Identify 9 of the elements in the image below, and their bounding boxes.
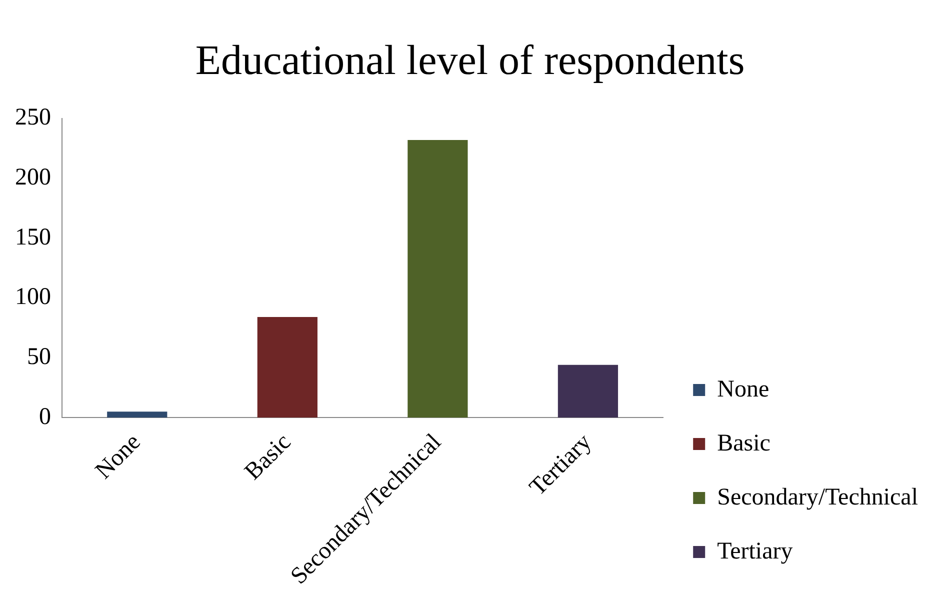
legend-label: None bbox=[717, 376, 770, 402]
y-tick-label: 0 bbox=[39, 404, 51, 430]
chart-title: Educational level of respondents bbox=[195, 38, 745, 84]
y-tick-label: 100 bbox=[15, 284, 51, 310]
y-tick-label: 50 bbox=[27, 344, 51, 370]
y-tick-label: 250 bbox=[15, 104, 51, 131]
y-tick-label: 200 bbox=[15, 164, 51, 191]
y-tick-label: 150 bbox=[15, 224, 51, 250]
legend-label: Tertiary bbox=[717, 538, 793, 564]
